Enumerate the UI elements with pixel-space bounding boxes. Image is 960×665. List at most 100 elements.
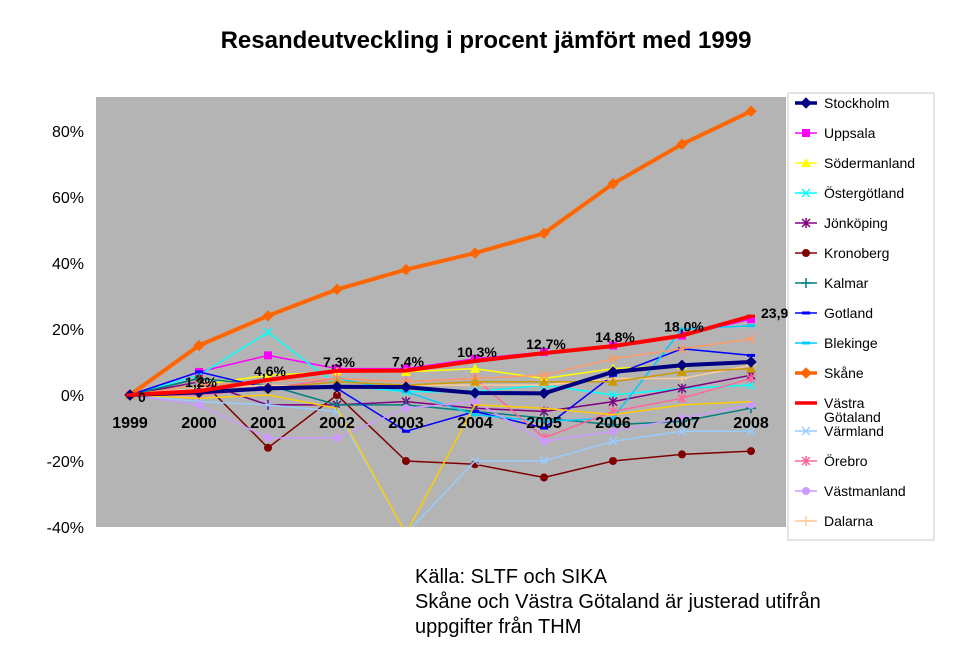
legend-label: Kalmar bbox=[824, 275, 869, 291]
series-line-kalmar bbox=[129, 377, 752, 426]
legend-label: Kronoberg bbox=[824, 245, 889, 261]
data-point-östergötland bbox=[263, 327, 273, 337]
data-point-västmanland bbox=[471, 397, 479, 406]
legend-marker bbox=[802, 341, 810, 345]
data-label: 1,2% bbox=[185, 374, 217, 390]
data-point-värmland bbox=[539, 456, 549, 466]
legend-label: Värmland bbox=[824, 423, 884, 439]
legend-item-stockholm: Stockholm bbox=[795, 95, 889, 111]
data-label: 4,6% bbox=[254, 363, 286, 379]
series-line-gotland bbox=[129, 348, 752, 433]
legend-label: Örebro bbox=[824, 452, 868, 469]
legend-label: Dalarna bbox=[824, 513, 873, 529]
data-point-unlabeled-16 bbox=[608, 354, 618, 364]
series-lines bbox=[124, 105, 757, 527]
data-point-värmland bbox=[263, 400, 273, 410]
data-point-skåne bbox=[538, 227, 550, 240]
data-point-kronoberg bbox=[333, 391, 341, 399]
data-point-västmanland bbox=[402, 404, 410, 413]
series-line-kronoberg bbox=[129, 377, 752, 479]
data-point-västra-götaland bbox=[678, 334, 686, 338]
data-label: 7,4% bbox=[392, 354, 424, 370]
series-line-stockholm bbox=[129, 360, 752, 397]
legend-marker bbox=[802, 401, 810, 405]
data-label: 0 bbox=[138, 389, 146, 405]
legend-marker bbox=[801, 456, 811, 466]
data-point-västmanland bbox=[264, 433, 272, 442]
legend-label: Skåne bbox=[824, 365, 864, 381]
data-point-unlabeled-16 bbox=[746, 334, 756, 344]
data-point-jönköping bbox=[608, 396, 618, 407]
y-tick-label: 0% bbox=[61, 388, 84, 405]
data-point-blekinge bbox=[471, 413, 479, 417]
y-tick-label: 40% bbox=[52, 256, 84, 273]
data-point-västmanland bbox=[333, 433, 341, 442]
x-tick-label: 1999 bbox=[112, 415, 148, 432]
series-line-värmland bbox=[129, 394, 751, 527]
data-point-kalmar bbox=[194, 373, 204, 384]
legend-item-dalarna: Dalarna bbox=[795, 513, 873, 529]
data-point-blekinge bbox=[609, 416, 617, 420]
data-point-värmland bbox=[470, 456, 480, 466]
data-point-västmanland bbox=[609, 427, 617, 436]
data-point-västra-götaland bbox=[264, 378, 272, 382]
data-point-stockholm bbox=[538, 387, 550, 400]
legend-item-värmland: Värmland bbox=[795, 423, 884, 439]
data-point-stockholm bbox=[262, 382, 274, 395]
data-point-stockholm bbox=[745, 356, 757, 368]
y-tick-label: -20% bbox=[47, 454, 84, 471]
legend-item-kronoberg: Kronoberg bbox=[795, 245, 889, 261]
x-tick-label: 2008 bbox=[733, 415, 769, 432]
data-point-västmanland bbox=[195, 400, 203, 409]
legend-item-södermanland: Södermanland bbox=[795, 155, 915, 171]
legend-item-skåne: Skåne bbox=[795, 365, 864, 381]
y-tick-label: 20% bbox=[52, 322, 84, 339]
legend-item-blekinge: Blekinge bbox=[795, 335, 878, 351]
data-point-örebro bbox=[677, 393, 687, 404]
legend-box bbox=[787, 92, 935, 541]
x-tick-label: 2002 bbox=[319, 415, 355, 432]
data-point-unlabeled-17 bbox=[539, 376, 549, 386]
data-point-kronoberg bbox=[540, 473, 548, 482]
y-axis: -40% -20% 0% 20% 40% 60% 80% bbox=[47, 124, 84, 537]
legend-marker bbox=[802, 129, 810, 137]
data-point-västra-götaland bbox=[333, 369, 341, 373]
x-tick-label: 2006 bbox=[595, 415, 631, 432]
legend-marker bbox=[802, 311, 810, 315]
data-point-kronoberg bbox=[264, 443, 272, 452]
series-stockholm bbox=[124, 356, 757, 401]
legend-marker bbox=[800, 97, 812, 109]
data-point-kronoberg bbox=[747, 447, 755, 456]
data-point-västmanland bbox=[540, 437, 548, 446]
legend-label: Jönköping bbox=[824, 215, 888, 231]
data-point-kronoberg bbox=[678, 450, 686, 459]
data-point-västra-götaland bbox=[747, 314, 755, 318]
data-point-unlabeled-17 bbox=[608, 376, 618, 386]
data-point-blekinge bbox=[678, 327, 686, 331]
legend-marker bbox=[801, 188, 811, 198]
series-västra-götaland bbox=[126, 314, 755, 397]
data-point-stockholm bbox=[607, 366, 619, 378]
data-point-stockholm bbox=[400, 381, 412, 393]
legend-item-kalmar: Kalmar bbox=[795, 275, 869, 291]
legend-label: Södermanland bbox=[824, 155, 915, 171]
legend-label: Östergötland bbox=[824, 184, 904, 201]
data-point-kronoberg bbox=[609, 457, 617, 465]
data-point-uppsala bbox=[747, 315, 755, 324]
x-tick-label: 2004 bbox=[457, 415, 493, 432]
legend-marker bbox=[801, 516, 811, 526]
data-labels: 0 1,2% 4,6% 7,3% 7,4% 10,3% 12,7% 14,8% 18,0% 23,… bbox=[138, 305, 788, 405]
data-point-värmland bbox=[608, 436, 618, 446]
data-point-stockholm bbox=[469, 387, 481, 399]
data-point-södermanland bbox=[470, 363, 480, 373]
data-point-skåne bbox=[331, 283, 343, 296]
data-point-västmanland bbox=[747, 400, 755, 409]
x-tick-label: 2005 bbox=[526, 415, 562, 432]
legend-label: Västmanland bbox=[824, 483, 906, 499]
legend-item-uppsala: Uppsala bbox=[795, 125, 876, 141]
series-line-skåne bbox=[128, 109, 752, 397]
legend-marker bbox=[800, 367, 812, 379]
data-point-västmanland bbox=[678, 414, 686, 423]
legend-label: Stockholm bbox=[824, 95, 889, 111]
